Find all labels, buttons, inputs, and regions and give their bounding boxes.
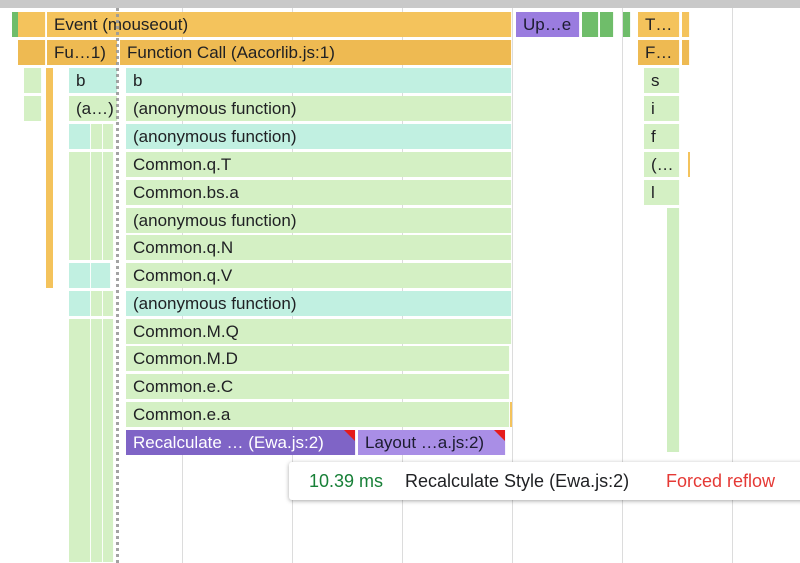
stack-frame-anonymous[interactable]: (anonymous function) <box>126 291 512 316</box>
event-mouseout-bar[interactable]: Event (mouseout) <box>47 12 512 37</box>
script-slice[interactable] <box>69 263 91 288</box>
stack-frame-common-q-v[interactable]: Common.q.V <box>126 263 512 288</box>
update-layer-bar[interactable]: Up…e <box>516 12 580 37</box>
script-slice[interactable] <box>667 208 680 452</box>
function-slice[interactable] <box>18 40 46 65</box>
anonymous-short-bar[interactable]: (a…) <box>69 96 118 121</box>
script-slice[interactable] <box>91 291 103 316</box>
stack-frame-common-m-d[interactable]: Common.M.D <box>126 346 510 371</box>
layout-bar[interactable]: Layout …a.js:2) <box>358 430 506 455</box>
stack-frame-s[interactable]: s <box>644 68 680 93</box>
grid-line <box>732 8 733 563</box>
event-slice <box>46 68 53 288</box>
stack-frame-common-q-t[interactable]: Common.q.T <box>126 152 512 177</box>
script-slice[interactable] <box>24 68 42 93</box>
script-slice[interactable] <box>103 152 114 260</box>
forced-reflow-warning-icon <box>344 430 355 441</box>
event-slice[interactable] <box>682 12 690 37</box>
script-slice[interactable] <box>91 152 103 260</box>
tooltip-forced-reflow-warning: Forced reflow <box>666 471 776 491</box>
script-slice[interactable] <box>69 152 91 260</box>
function-call-bar[interactable]: Function Call (Aacorlib.js:1) <box>120 40 512 65</box>
script-slice[interactable] <box>103 291 114 316</box>
tooltip-event-name: Recalculate Style (Ewa.js:2) <box>405 471 630 491</box>
timeline-top-bar <box>0 0 800 8</box>
script-slice[interactable] <box>103 124 114 149</box>
task-slice[interactable] <box>582 12 599 37</box>
script-slice[interactable] <box>91 124 103 149</box>
script-slice[interactable] <box>91 263 111 288</box>
layout-label: Layout …a.js:2) <box>365 433 485 452</box>
script-slice[interactable] <box>69 124 91 149</box>
script-slice[interactable] <box>24 96 42 121</box>
forced-reflow-warning-icon <box>494 430 505 441</box>
stack-frame-common-bs-a[interactable]: Common.bs.a <box>126 180 512 205</box>
grid-line <box>622 8 623 563</box>
event-slice <box>510 402 512 427</box>
stack-frame-f[interactable]: f <box>644 124 680 149</box>
tooltip-duration: 10.39 ms <box>309 471 384 491</box>
grid-line <box>512 8 513 563</box>
event-slice[interactable] <box>18 12 46 37</box>
stack-frame-anonymous[interactable]: (anonymous function) <box>126 208 512 233</box>
task-slice[interactable] <box>623 12 631 37</box>
stack-frame-common-e-a[interactable]: Common.e.a <box>126 402 510 427</box>
task-slice[interactable] <box>600 12 614 37</box>
stack-frame-common-m-q[interactable]: Common.M.Q <box>126 319 512 344</box>
stack-frame-b[interactable]: b <box>126 68 512 93</box>
script-slice[interactable] <box>69 319 91 562</box>
function-call-right-bar[interactable]: F… <box>638 40 680 65</box>
stack-frame-anonymous[interactable]: (anonymous function) <box>126 124 512 149</box>
stack-frame-i[interactable]: i <box>644 96 680 121</box>
function-call-short-bar[interactable]: Fu…1) <box>47 40 118 65</box>
stack-frame-l[interactable]: l <box>644 180 680 205</box>
function-slice[interactable] <box>682 40 690 65</box>
stack-frame-common-q-n[interactable]: Common.q.N <box>126 235 512 260</box>
stack-frame-anonymous-short[interactable]: (… <box>644 152 680 177</box>
selection-marker <box>116 8 119 563</box>
function-b-short-bar[interactable]: b <box>69 68 118 93</box>
stack-frame-common-e-c[interactable]: Common.e.C <box>126 374 510 399</box>
script-slice[interactable] <box>69 291 91 316</box>
hover-tooltip: 10.39 ms Recalculate Style (Ewa.js:2) Fo… <box>289 462 800 500</box>
recalculate-style-label: Recalculate … (Ewa.js:2) <box>133 433 324 452</box>
recalculate-style-bar[interactable]: Recalculate … (Ewa.js:2) <box>126 430 356 455</box>
script-slice[interactable] <box>91 319 103 562</box>
event-slice <box>688 152 690 177</box>
timer-bar[interactable]: T… <box>638 12 680 37</box>
stack-frame-anonymous[interactable]: (anonymous function) <box>126 96 512 121</box>
script-slice[interactable] <box>103 319 114 562</box>
